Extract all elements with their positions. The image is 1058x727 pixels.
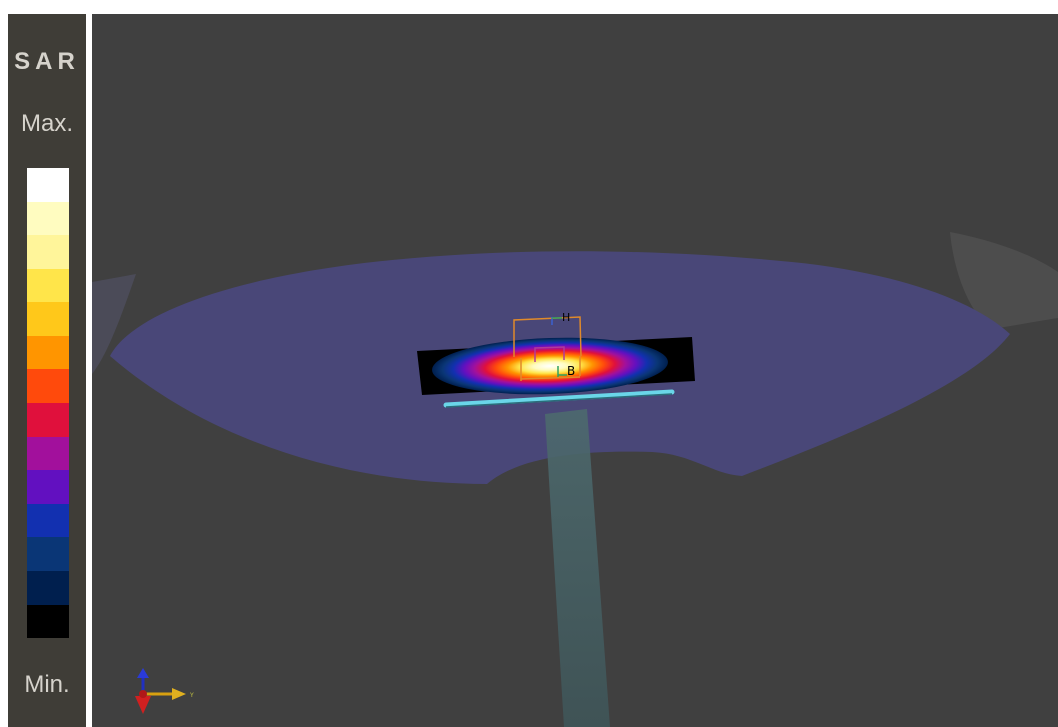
color-scale-swatch bbox=[27, 604, 69, 639]
probe-marker-top bbox=[551, 317, 562, 325]
support-beam bbox=[545, 409, 610, 727]
panel-divider bbox=[86, 14, 92, 727]
3d-viewport[interactable]: H B Y bbox=[92, 14, 1058, 727]
color-scale-swatch bbox=[27, 570, 69, 605]
axes-gizmo[interactable]: Y bbox=[135, 668, 194, 714]
axis-y-label: Y bbox=[189, 692, 194, 699]
sar-distribution bbox=[432, 337, 668, 395]
scene-canvas[interactable]: H B Y bbox=[92, 14, 1058, 727]
color-scale-swatch bbox=[27, 268, 69, 303]
color-scale-swatch bbox=[27, 436, 69, 471]
color-scale-swatch bbox=[27, 503, 69, 538]
dipole-antenna bbox=[443, 389, 675, 408]
legend-min-label: Min. bbox=[24, 671, 70, 698]
probe-outline bbox=[513, 316, 582, 381]
probe-marker-bottom bbox=[557, 366, 567, 377]
color-scale-swatch bbox=[27, 369, 69, 404]
phantom-right-wing bbox=[950, 232, 1058, 329]
legend-max-label: Max. bbox=[20, 110, 73, 137]
legend-title: SAR bbox=[14, 48, 80, 75]
dipole-shadow bbox=[445, 393, 673, 408]
probe-inner-outline bbox=[534, 346, 565, 362]
color-scale-swatch bbox=[27, 470, 69, 504]
sar-legend-panel: SAR Max. Min. bbox=[8, 14, 86, 727]
phantom-left-wing bbox=[92, 274, 136, 374]
color-scale-swatch bbox=[27, 235, 69, 269]
color-scale-swatch bbox=[27, 403, 69, 437]
color-scale-bar bbox=[27, 168, 69, 639]
color-scale-swatch bbox=[27, 335, 69, 370]
color-scale-swatch bbox=[27, 201, 69, 236]
color-scale-swatch bbox=[27, 302, 69, 336]
color-scale-swatch bbox=[27, 537, 69, 571]
color-scale-swatch bbox=[27, 168, 69, 202]
probe-label-bottom: B bbox=[567, 364, 575, 378]
probe-label-top: H bbox=[562, 311, 570, 324]
